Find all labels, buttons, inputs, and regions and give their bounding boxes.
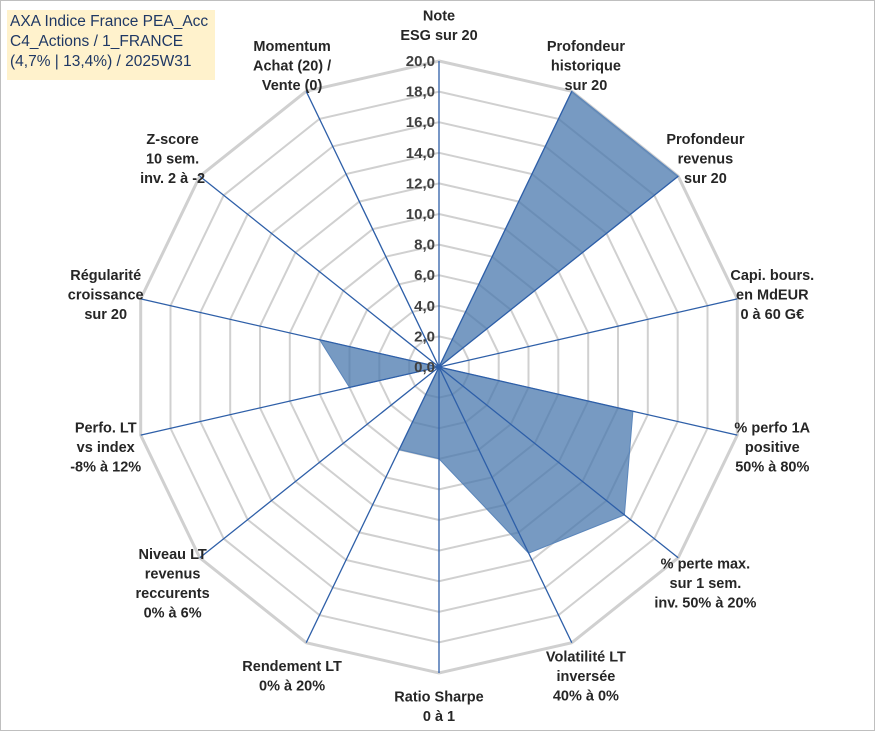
axis-label: vs index: [77, 440, 135, 456]
axis-label: en MdEUR: [736, 288, 809, 304]
axis-label: sur 20: [684, 171, 727, 187]
axis-spoke: [199, 175, 440, 368]
axis-label: croissance: [68, 288, 144, 304]
axis-label: Niveau LT: [138, 547, 206, 563]
axis-label: sur 1 sem.: [670, 576, 742, 592]
axis-label: sur 20: [84, 307, 127, 323]
axis-label: revenus: [145, 566, 201, 582]
axis-spoke: [199, 366, 440, 559]
axis-label: inv. 2 à -2: [140, 171, 205, 187]
axis-label: Profondeur: [547, 39, 625, 55]
axis-label: Volatilité LT: [546, 649, 626, 665]
axis-label: Vente (0): [262, 78, 323, 94]
axis-spoke: [305, 366, 440, 643]
axis-label: positive: [745, 440, 800, 456]
axis-spoke: [140, 298, 440, 368]
chart-title: AXA Indice France PEA_Acc C4_Actions / 1…: [10, 12, 220, 72]
axis-label: revenus: [678, 151, 734, 167]
axis-label: 0% à 6%: [144, 605, 202, 621]
chart-title-line: AXA Indice France PEA_Acc: [10, 13, 209, 30]
tick-label: 12,0: [406, 175, 435, 192]
axis-label: reccurents: [136, 586, 210, 602]
axis-label: 10 sem.: [146, 151, 199, 167]
axis-label: 0 à 1: [423, 709, 455, 725]
axis-label: Note: [423, 9, 455, 25]
tick-label: 14,0: [406, 145, 435, 162]
tick-label: 2,0: [414, 328, 435, 345]
axis-spoke: [438, 366, 738, 436]
axis-label: 40% à 0%: [553, 688, 619, 704]
axis-label: sur 20: [565, 78, 608, 94]
tick-label: 10,0: [406, 206, 435, 223]
chart-title-line: (4,7% | 13,4%) / 2025W31: [10, 53, 192, 70]
axis-label: 0 à 60 G€: [740, 307, 804, 323]
axis-label: Perfo. LT: [75, 420, 137, 436]
tick-label: 4,0: [414, 298, 435, 315]
tick-label: 0,0: [414, 359, 435, 376]
axis-label: ESG sur 20: [400, 28, 477, 44]
axis-label: Rendement LT: [242, 659, 342, 675]
tick-label: 6,0: [414, 267, 435, 284]
tick-label: 18,0: [406, 84, 435, 101]
axis-label: Z-score: [146, 132, 198, 148]
axis-label: Achat (20) /: [253, 59, 331, 75]
axis-label: Capi. bours.: [730, 268, 814, 284]
axis-spoke: [438, 366, 573, 643]
tick-label: 20,0: [406, 53, 435, 70]
axis-label: Momentum: [253, 39, 330, 55]
axis-label: Ratio Sharpe: [394, 690, 483, 706]
axis-label: inv. 50% à 20%: [654, 596, 756, 612]
axis-label: Régularité: [70, 268, 141, 284]
axis-spoke: [305, 91, 440, 368]
axis-spoke: [438, 91, 573, 368]
axis-label: inversée: [556, 669, 615, 685]
tick-label: 8,0: [414, 237, 435, 254]
chart-title-box: [7, 10, 215, 80]
axis-label: -8% à 12%: [70, 459, 141, 475]
series-polygon: [318, 90, 680, 554]
axis-label: historique: [551, 59, 621, 75]
chart-title-line: C4_Actions / 1_FRANCE: [10, 33, 184, 50]
axis-spoke: [438, 298, 738, 368]
axis-label: % perte max.: [661, 557, 750, 573]
tick-label: 16,0: [406, 114, 435, 131]
axis-spoke: [438, 366, 679, 559]
axis-label: 50% à 80%: [735, 459, 809, 475]
axis-label: % perfo 1A: [734, 420, 810, 436]
axis-label: Profondeur: [666, 132, 744, 148]
axis-spoke: [140, 366, 440, 436]
axis-spoke: [438, 175, 679, 368]
axis-label: 0% à 20%: [259, 679, 325, 695]
